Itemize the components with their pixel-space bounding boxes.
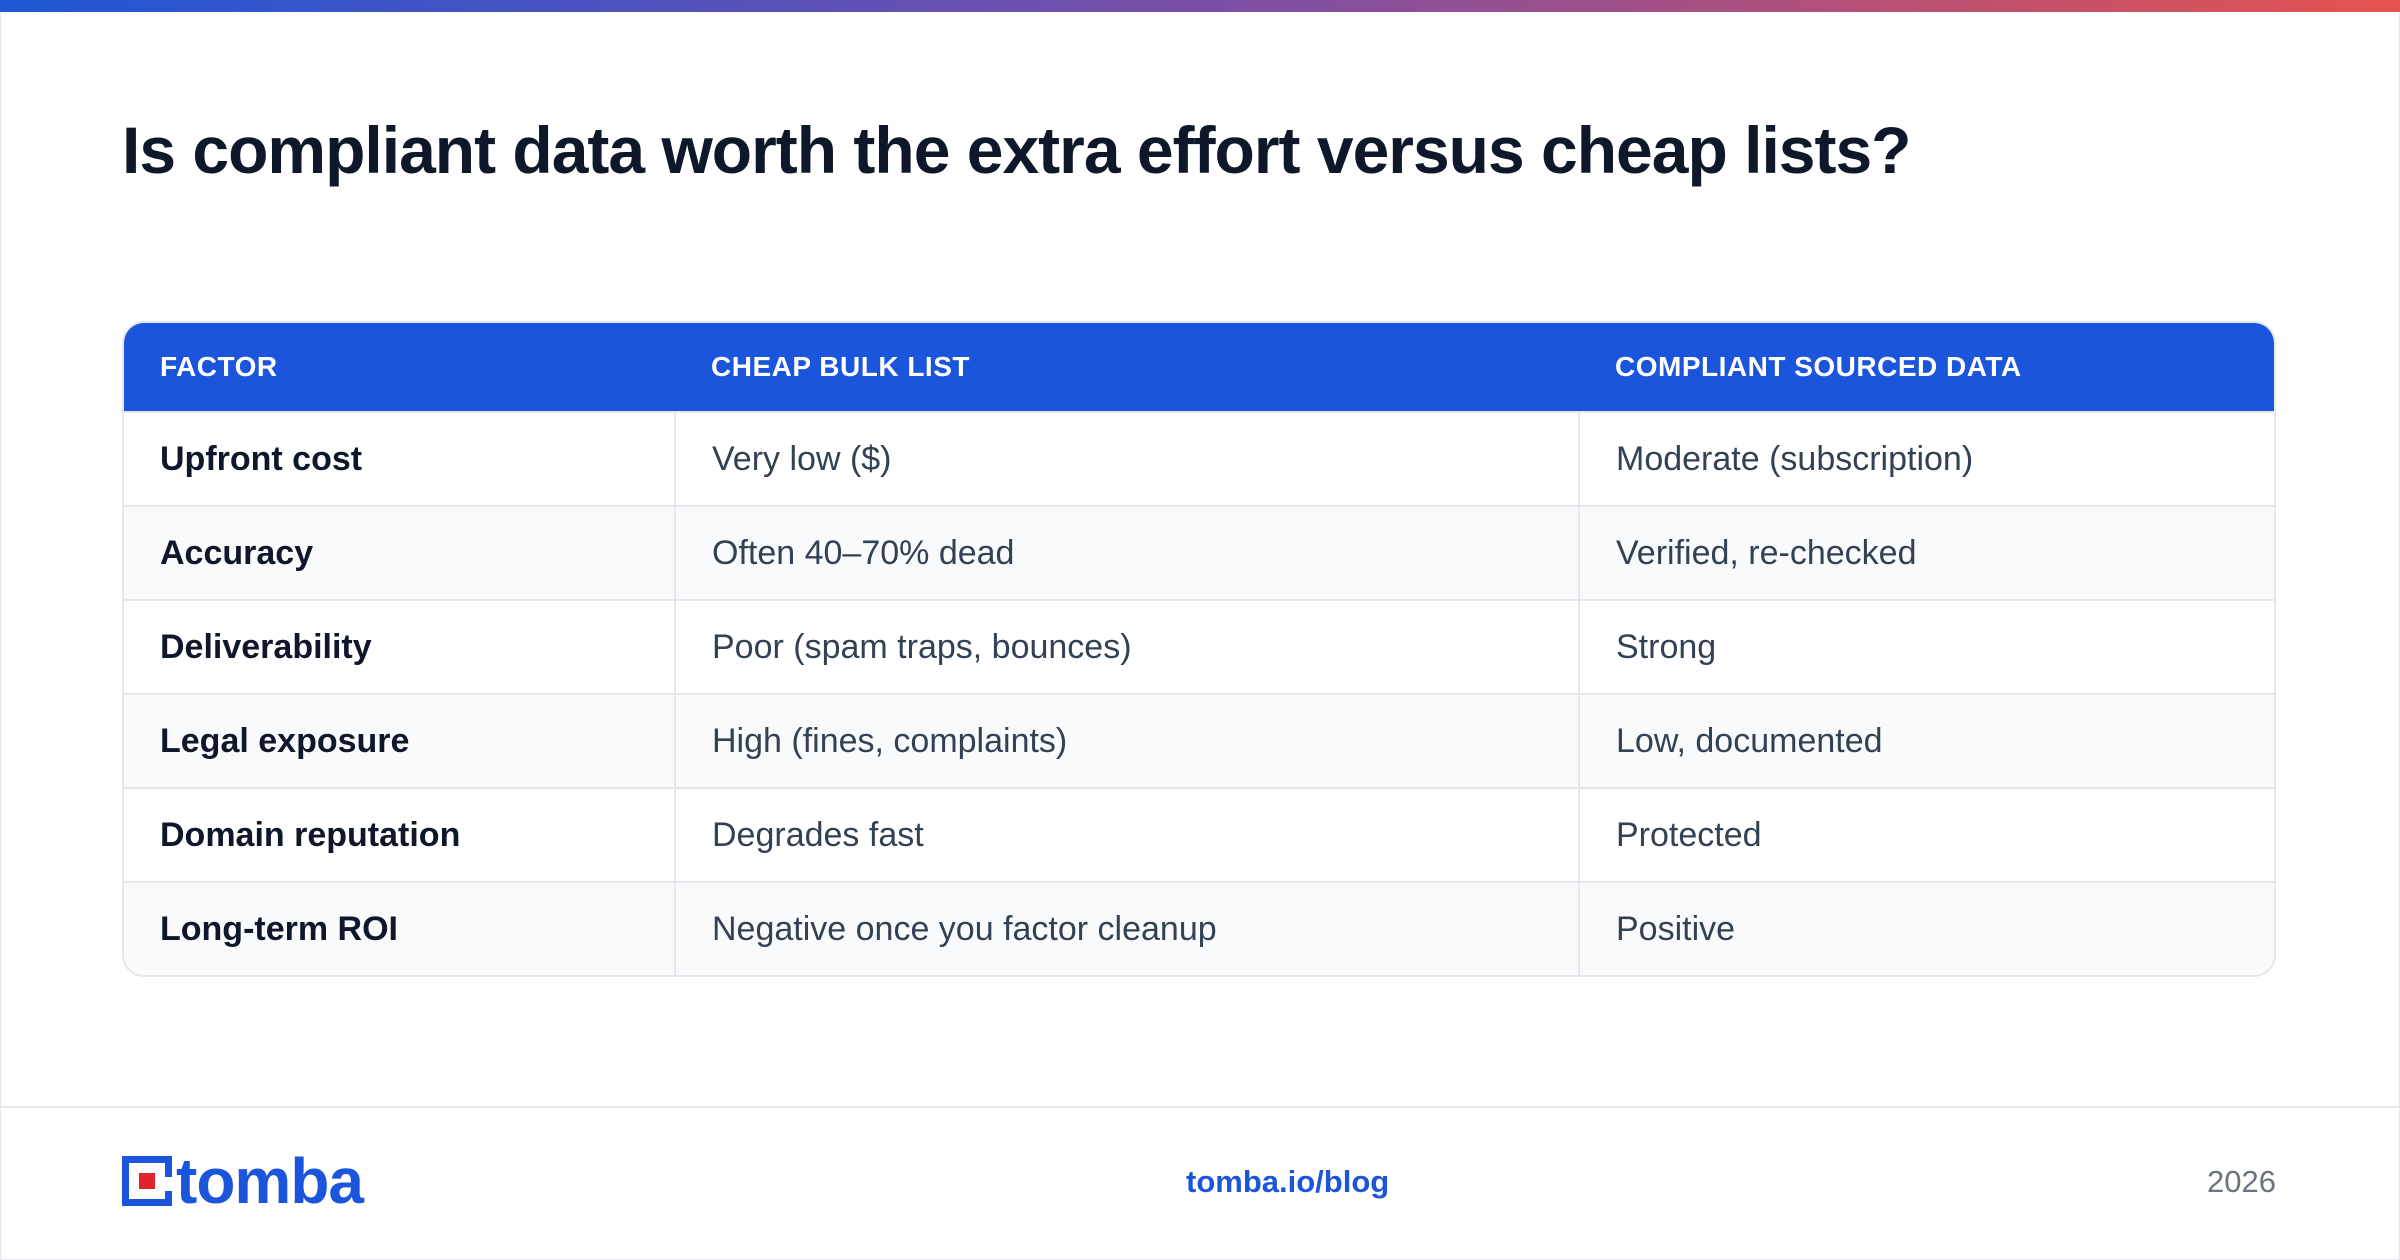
factor-cell: Accuracy [160,533,314,572]
tomba-logo-mark-icon [122,1156,172,1206]
compliant-data-cell: Protected [1578,788,2274,882]
cheap-list-cell: Often 40–70% dead [674,506,1579,600]
factor-cell: Long-term ROI [160,910,398,948]
factor-cell: Domain reputation [160,815,461,854]
compliant-data-cell: Positive [1578,882,2274,975]
tomba-logo-text: tomba [176,1145,364,1217]
tomba-logo: tomba [122,1145,364,1217]
header-cheap-bulk-list: CHEAP BULK LIST [711,351,970,382]
compliant-data-cell: Strong [1578,600,2274,694]
table-row: Legal exposure High (fines, complaints) … [124,694,2274,788]
cheap-list-cell: Degrades fast [674,788,1579,882]
factor-cell: Deliverability [160,627,372,666]
header-compliant-sourced-data: COMPLIANT SOURCED DATA [1615,351,2022,382]
blog-link[interactable]: tomba.io/blog [1186,1164,1390,1199]
factor-cell: Legal exposure [160,721,410,760]
table-row: Domain reputation Degrades fast Protecte… [124,788,2274,882]
factor-cell: Upfront cost [160,439,363,478]
cheap-list-cell: High (fines, complaints) [674,694,1579,788]
gradient-top-bar [0,0,2400,12]
comparison-table-container: FACTOR CHEAP BULK LIST COMPLIANT SOURCED… [122,321,2276,977]
footer-year: 2026 [2207,1164,2276,1199]
table-row: Deliverability Poor (spam traps, bounces… [124,600,2274,694]
cheap-list-cell: Poor (spam traps, bounces) [674,600,1579,694]
cheap-list-cell: Very low ($) [674,412,1579,506]
header-factor: FACTOR [160,351,278,382]
table-row: Long-term ROI Negative once you factor c… [124,882,2274,975]
table-header-row: FACTOR CHEAP BULK LIST COMPLIANT SOURCED… [124,323,2274,412]
table-row: Upfront cost Very low ($) Moderate (subs… [124,412,2274,506]
compliant-data-cell: Low, documented [1578,694,2274,788]
comparison-table: FACTOR CHEAP BULK LIST COMPLIANT SOURCED… [124,323,2274,975]
compliant-data-cell: Verified, re-checked [1578,506,2274,600]
cheap-list-cell: Negative once you factor cleanup [674,882,1579,975]
table-row: Accuracy Often 40–70% dead Verified, re-… [124,506,2274,600]
footer-divider [0,1106,2400,1108]
compliant-data-cell: Moderate (subscription) [1578,412,2274,506]
page-title: Is compliant data worth the extra effort… [122,113,1911,187]
